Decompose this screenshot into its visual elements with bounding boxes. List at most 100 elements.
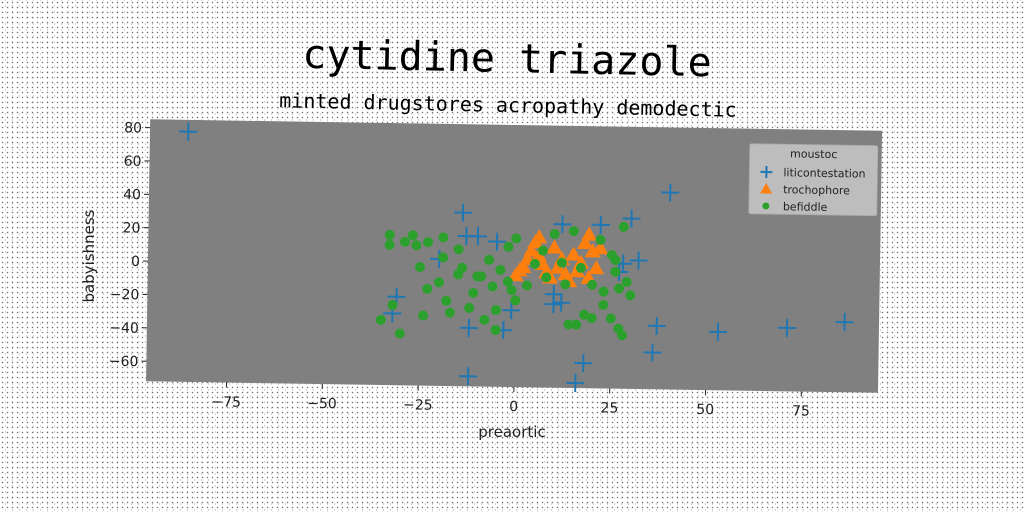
data-point bbox=[453, 244, 464, 255]
x-axis: −75 −50 −25 0 25 50 75 bbox=[211, 382, 810, 420]
data-point bbox=[444, 307, 455, 318]
data-point bbox=[530, 258, 541, 269]
data-point bbox=[422, 283, 433, 294]
data-point bbox=[407, 230, 418, 241]
legend-marker bbox=[762, 202, 770, 210]
x-axis-label: preaortic bbox=[478, 423, 545, 441]
legend-label: liticontestation bbox=[783, 166, 865, 180]
data-point bbox=[484, 254, 495, 265]
data-point bbox=[502, 301, 521, 320]
data-point bbox=[495, 265, 506, 276]
data-point bbox=[490, 304, 501, 315]
data-point bbox=[586, 313, 597, 324]
x-tick-label: −25 bbox=[403, 397, 433, 413]
legend: moustoc liticontestation trochophore befid… bbox=[748, 143, 879, 217]
data-point bbox=[622, 209, 641, 228]
data-point bbox=[777, 318, 797, 337]
y-tick-label: −20 bbox=[110, 287, 140, 303]
data-point bbox=[595, 234, 606, 245]
legend-title: moustoc bbox=[790, 147, 837, 161]
data-point bbox=[621, 277, 632, 288]
data-point bbox=[647, 316, 666, 335]
legend-label: befiddle bbox=[783, 200, 828, 214]
data-point bbox=[546, 239, 563, 254]
data-points bbox=[179, 122, 854, 393]
data-point bbox=[479, 314, 490, 325]
data-point bbox=[629, 251, 648, 270]
data-point bbox=[579, 309, 590, 320]
legend-box bbox=[748, 143, 879, 217]
data-point bbox=[587, 279, 598, 290]
data-point bbox=[506, 285, 517, 296]
data-point bbox=[544, 295, 563, 314]
data-point bbox=[453, 203, 473, 222]
data-point bbox=[581, 226, 598, 241]
data-point bbox=[490, 325, 501, 336]
data-point bbox=[433, 277, 444, 288]
data-point bbox=[618, 221, 629, 232]
data-point bbox=[537, 245, 548, 256]
data-point bbox=[591, 215, 610, 234]
series-befiddle bbox=[375, 221, 636, 341]
data-point bbox=[835, 313, 854, 332]
data-point bbox=[510, 295, 521, 306]
data-point bbox=[568, 226, 579, 237]
data-point bbox=[588, 260, 605, 275]
y-tick-label: 80 bbox=[124, 120, 142, 136]
data-point bbox=[414, 262, 425, 273]
data-point bbox=[400, 236, 411, 247]
data-point bbox=[556, 257, 567, 268]
data-point bbox=[565, 246, 582, 261]
y-tick-label: −60 bbox=[109, 354, 139, 370]
data-point bbox=[503, 241, 514, 252]
data-point bbox=[549, 259, 566, 274]
data-point bbox=[523, 242, 540, 257]
data-point bbox=[553, 215, 572, 234]
data-point bbox=[610, 266, 621, 277]
data-point bbox=[438, 252, 449, 263]
data-point bbox=[605, 313, 616, 324]
data-point bbox=[453, 269, 464, 280]
data-point bbox=[575, 262, 586, 273]
x-tick-label: −50 bbox=[307, 396, 337, 412]
y-axis: −60 −40 −20 0 20 40 60 80 bbox=[109, 120, 151, 370]
data-point bbox=[502, 276, 513, 287]
data-point bbox=[522, 280, 533, 291]
data-point bbox=[592, 240, 609, 255]
data-point bbox=[511, 233, 522, 244]
x-tick-label: −75 bbox=[211, 394, 241, 410]
data-point bbox=[459, 367, 478, 386]
plot-area: −75 −50 −25 0 25 50 75 −60 −40 −20 0 20 40 60 80 mous… bbox=[109, 119, 883, 420]
data-point bbox=[394, 328, 405, 339]
data-point bbox=[643, 343, 662, 362]
data-point bbox=[541, 272, 552, 283]
data-point bbox=[459, 318, 478, 337]
data-point bbox=[598, 300, 609, 311]
chart-subtitle: minted drugstores acropathy demodectic bbox=[279, 88, 737, 122]
data-point bbox=[472, 271, 483, 282]
data-point bbox=[574, 354, 593, 373]
chart-title: cytidine triazole bbox=[302, 32, 712, 87]
legend-marker bbox=[760, 165, 773, 179]
data-point bbox=[549, 229, 560, 240]
y-tick-label: 60 bbox=[124, 154, 142, 170]
data-point bbox=[457, 227, 476, 246]
data-point bbox=[438, 232, 449, 243]
data-point bbox=[708, 322, 727, 341]
data-point bbox=[441, 295, 452, 306]
data-point bbox=[488, 232, 507, 251]
data-point bbox=[613, 283, 624, 294]
y-axis-label: babyishness bbox=[80, 209, 98, 302]
x-tick-label: 25 bbox=[600, 400, 618, 416]
data-point bbox=[375, 314, 386, 325]
data-point bbox=[560, 279, 571, 290]
data-point bbox=[598, 286, 609, 297]
data-point bbox=[384, 229, 395, 240]
data-point bbox=[571, 319, 582, 330]
legend-label: trochophore bbox=[783, 183, 850, 197]
data-point bbox=[563, 319, 574, 330]
y-tick-label: 20 bbox=[122, 220, 140, 236]
data-point bbox=[418, 310, 429, 321]
legend-items: liticontestation trochophore befiddle bbox=[760, 165, 866, 214]
